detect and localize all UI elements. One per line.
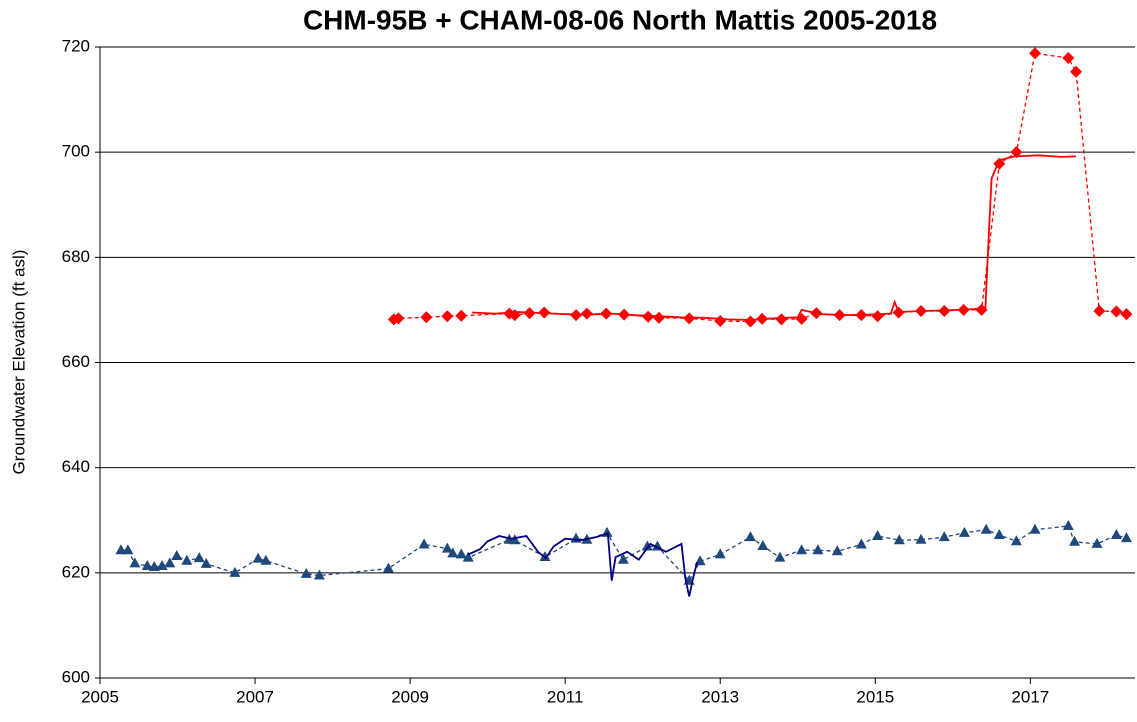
triangle-marker bbox=[1091, 537, 1103, 548]
x-tick-label: 2015 bbox=[856, 687, 894, 706]
y-axis-label: Groundwater Elevation (ft asl) bbox=[9, 250, 28, 475]
triangle-marker bbox=[855, 538, 867, 549]
diamond-marker bbox=[795, 312, 808, 325]
diamond-marker bbox=[1062, 52, 1075, 65]
triangle-marker bbox=[441, 542, 453, 553]
triangle-marker bbox=[872, 530, 884, 541]
diamond-marker bbox=[642, 310, 655, 323]
triangle-marker bbox=[313, 569, 325, 580]
triangle-marker bbox=[1010, 535, 1022, 546]
diamond-marker bbox=[580, 307, 593, 320]
diamond-marker bbox=[1093, 304, 1106, 317]
triangle-marker bbox=[252, 552, 264, 563]
triangle-marker bbox=[938, 531, 950, 542]
x-tick-label: 2013 bbox=[701, 687, 739, 706]
series-line bbox=[393, 52, 1127, 323]
series-line bbox=[467, 532, 698, 597]
diamond-marker bbox=[975, 303, 988, 316]
triangle-marker bbox=[796, 544, 808, 555]
triangle-marker bbox=[1069, 535, 1081, 546]
diamond-marker bbox=[392, 312, 405, 325]
diamond-marker bbox=[714, 314, 727, 327]
diamond-marker bbox=[441, 310, 454, 323]
diamond-marker bbox=[455, 309, 468, 322]
triangle-marker bbox=[462, 551, 474, 562]
triangle-marker bbox=[714, 548, 726, 559]
triangle-marker bbox=[382, 562, 394, 573]
y-tick-label: 660 bbox=[62, 352, 90, 371]
x-tick-label: 2007 bbox=[236, 687, 274, 706]
chart-title: CHM-95B + CHAM-08-06 North Mattis 2005-2… bbox=[303, 4, 937, 35]
diamond-marker bbox=[744, 315, 757, 328]
triangle-marker bbox=[418, 538, 430, 549]
x-tick-label: 2009 bbox=[391, 687, 429, 706]
triangle-marker bbox=[115, 544, 127, 555]
triangle-marker bbox=[757, 540, 769, 551]
triangle-marker bbox=[129, 557, 141, 568]
diamond-marker bbox=[1028, 47, 1041, 60]
triangle-marker bbox=[980, 523, 992, 534]
diamond-marker bbox=[871, 310, 884, 323]
triangle-marker bbox=[229, 566, 241, 577]
triangle-marker bbox=[148, 561, 160, 572]
y-tick-label: 700 bbox=[62, 142, 90, 161]
triangle-marker bbox=[141, 559, 153, 570]
diamond-marker bbox=[775, 313, 788, 326]
diamond-marker bbox=[1010, 146, 1023, 159]
triangle-marker bbox=[509, 534, 521, 545]
triangle-marker bbox=[617, 553, 629, 564]
triangle-marker bbox=[831, 545, 843, 556]
diamond-marker bbox=[420, 311, 433, 324]
triangle-marker bbox=[915, 533, 927, 544]
y-tick-label: 640 bbox=[62, 457, 90, 476]
triangle-marker bbox=[641, 540, 653, 551]
triangle-marker bbox=[812, 544, 824, 555]
triangle-marker bbox=[744, 531, 756, 542]
triangle-marker bbox=[122, 544, 134, 555]
y-tick-label: 720 bbox=[62, 36, 90, 55]
triangle-marker bbox=[260, 554, 272, 565]
y-tick-label: 620 bbox=[62, 562, 90, 581]
diamond-marker bbox=[1120, 308, 1133, 321]
y-tick-label: 680 bbox=[62, 247, 90, 266]
series-line bbox=[472, 154, 1077, 321]
diamond-marker bbox=[1070, 65, 1083, 78]
triangle-marker bbox=[958, 526, 970, 537]
triangle-marker bbox=[1029, 523, 1041, 534]
y-tick-label: 600 bbox=[62, 667, 90, 686]
triangle-marker bbox=[1062, 520, 1074, 531]
triangle-marker bbox=[893, 534, 905, 545]
triangle-marker bbox=[1110, 528, 1122, 539]
triangle-marker bbox=[181, 554, 193, 565]
x-tick-label: 2005 bbox=[81, 687, 119, 706]
triangle-marker bbox=[447, 547, 459, 558]
triangle-marker bbox=[539, 551, 551, 562]
triangle-marker bbox=[193, 552, 205, 563]
triangle-marker bbox=[570, 532, 582, 543]
triangle-marker bbox=[455, 548, 467, 559]
triangle-marker bbox=[156, 559, 168, 570]
triangle-marker bbox=[300, 567, 312, 578]
triangle-marker bbox=[774, 551, 786, 562]
x-tick-label: 2017 bbox=[1011, 687, 1049, 706]
diamond-marker bbox=[1110, 305, 1123, 318]
triangle-marker bbox=[171, 550, 183, 561]
diamond-marker bbox=[652, 311, 665, 324]
triangle-marker bbox=[164, 557, 176, 568]
triangle-marker bbox=[993, 528, 1005, 539]
triangle-marker bbox=[1120, 532, 1132, 543]
x-tick-label: 2011 bbox=[547, 687, 584, 706]
triangle-marker bbox=[200, 557, 212, 568]
